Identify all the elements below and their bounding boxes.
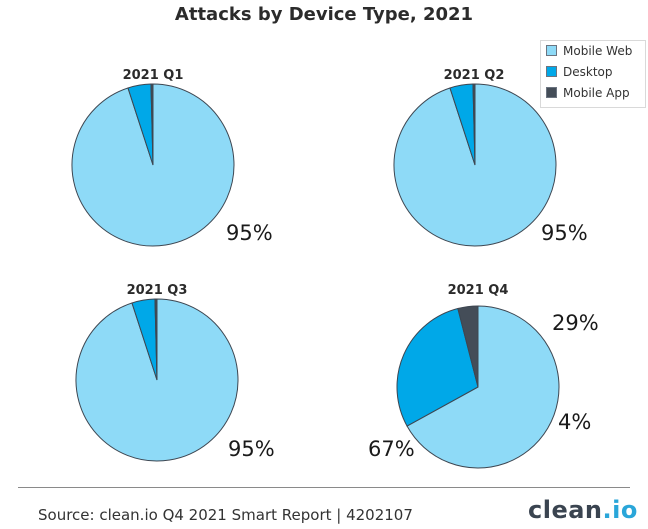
pie-title-q4: 2021 Q4: [447, 283, 509, 298]
pie-q4-desktop-label: 29%: [552, 311, 599, 335]
brand-suffix: .io: [602, 496, 638, 524]
pie-q3-mobile-web-label: 95%: [228, 437, 275, 461]
legend-swatch-mobile-app: [546, 87, 557, 98]
pie-q2-mobile-web-label: 95%: [541, 221, 588, 245]
pie-q1-mobile-web-label: 95%: [226, 221, 273, 245]
pie-title-q1: 2021 Q1: [122, 68, 184, 83]
legend-item-mobile-web: Mobile Web: [546, 43, 632, 59]
legend-item-desktop: Desktop: [546, 64, 613, 80]
legend: Mobile Web Desktop Mobile App: [540, 40, 646, 108]
pie-q3-slice-mobile-app: [154, 298, 158, 381]
pie-q4-slice-mobile-app: [457, 305, 479, 388]
legend-label-mobile-web: Mobile Web: [563, 44, 633, 58]
pie-q1-slice-mobile-app: [150, 83, 154, 166]
pie-q4-slice-mobile-web: [406, 305, 560, 469]
legend-label-desktop: Desktop: [563, 65, 613, 79]
legend-swatch-desktop: [546, 66, 557, 77]
pie-title-q2: 2021 Q2: [443, 68, 505, 83]
pie-q4-mobile-web-label: 67%: [368, 437, 415, 461]
legend-item-mobile-app: Mobile App: [546, 85, 630, 101]
footer-divider: [18, 487, 630, 488]
source-note: Source: clean.io Q4 2021 Smart Report | …: [38, 506, 413, 524]
brand-name: clean: [528, 496, 603, 524]
pie-q4-mobile-app-label: 4%: [558, 410, 592, 434]
pie-title-q3: 2021 Q3: [126, 283, 188, 298]
pie-q2-slice-mobile-app: [472, 83, 476, 166]
pie-q4-slice-desktop: [396, 307, 479, 427]
chart-title: Attacks by Device Type, 2021: [174, 4, 474, 25]
legend-swatch-mobile-web: [546, 45, 557, 56]
legend-label-mobile-app: Mobile App: [563, 86, 630, 100]
brand-logo: clean.io: [528, 496, 638, 524]
